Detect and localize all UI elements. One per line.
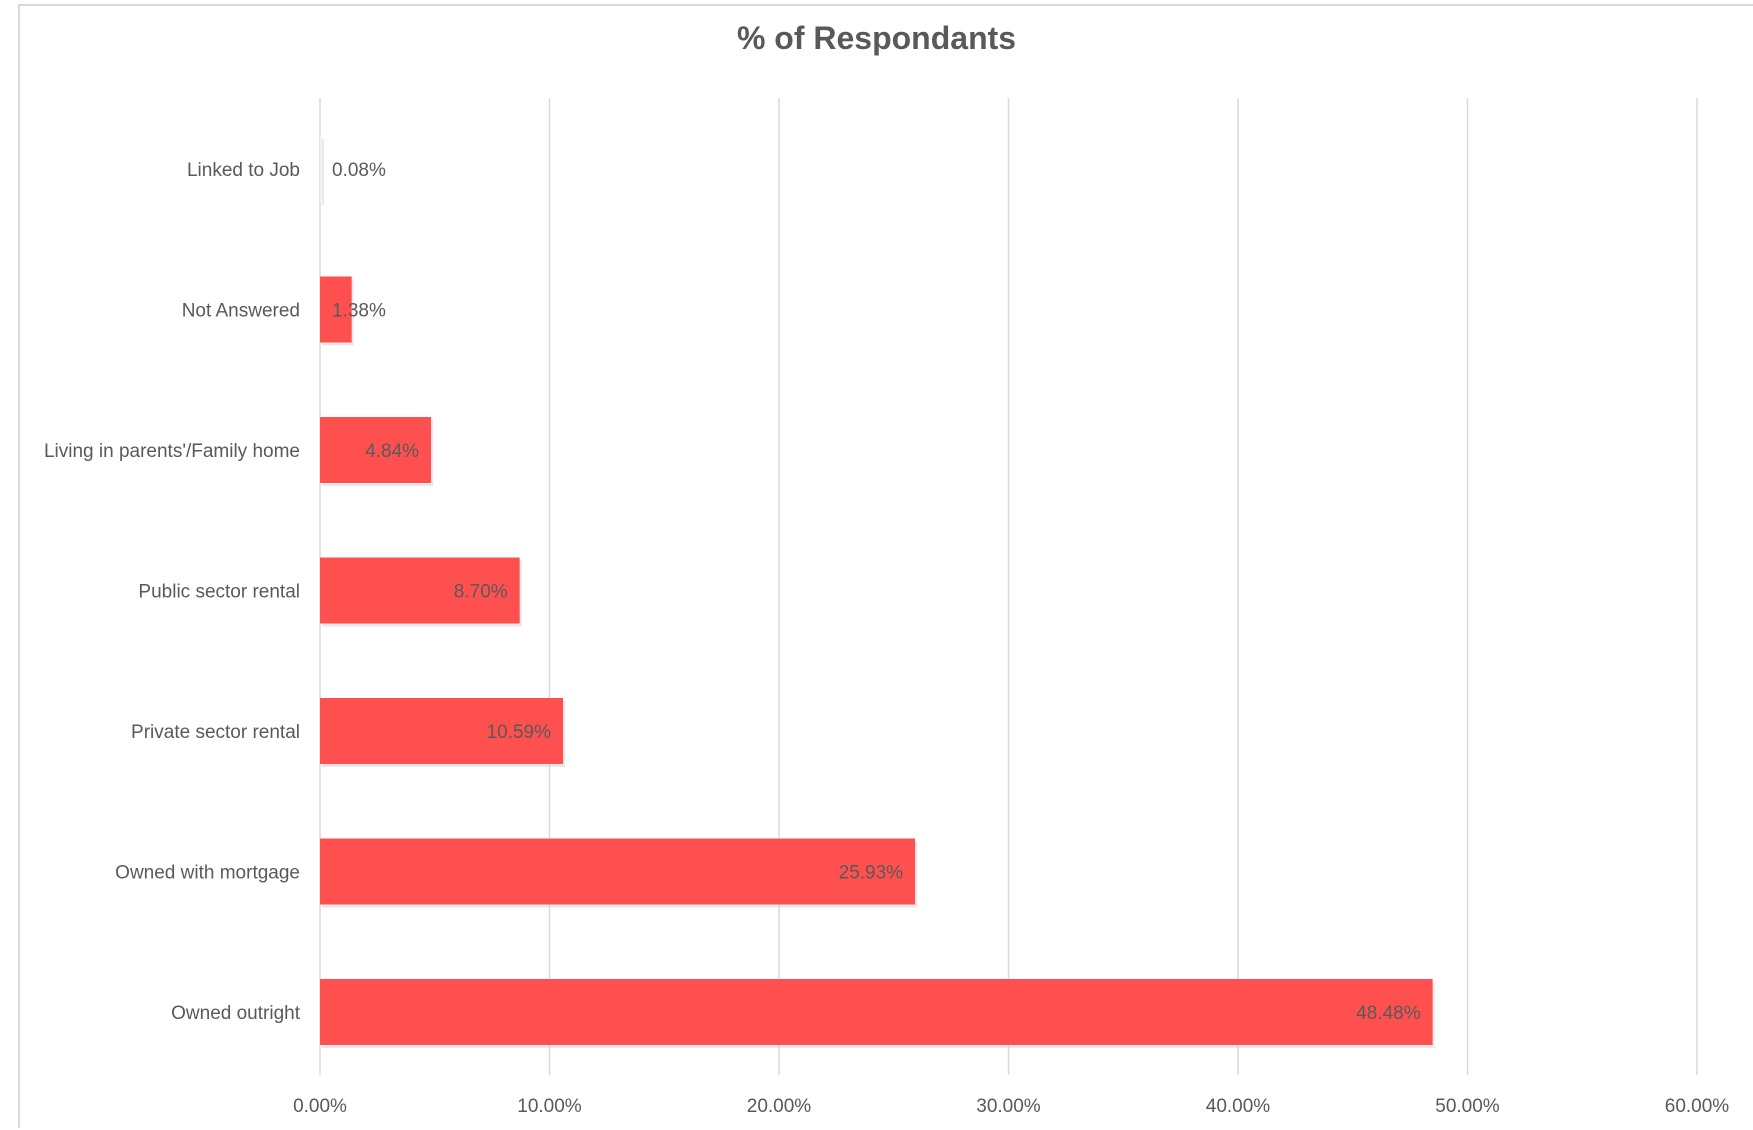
bar: [320, 276, 352, 343]
data-label: 8.70%: [454, 582, 508, 603]
x-tick-label: 60.00%: [1665, 1096, 1730, 1117]
category-label: Owned with mortgage: [115, 863, 300, 884]
category-label: Public sector rental: [138, 582, 300, 603]
category-label: Not Answered: [182, 301, 300, 322]
bar: [320, 417, 432, 483]
chart-area: [18, 4, 1753, 1128]
data-label: 4.84%: [365, 441, 419, 462]
data-label: 10.59%: [487, 722, 552, 743]
data-label: 48.48%: [1356, 1003, 1421, 1024]
x-tick-label: 50.00%: [1435, 1096, 1500, 1117]
category-label: Living in parents'/Family home: [44, 441, 300, 462]
bar: [320, 698, 564, 764]
bar-shadow: [322, 139, 324, 205]
data-label: 25.93%: [839, 863, 904, 884]
x-tick-label: 30.00%: [976, 1096, 1041, 1117]
chart-title: % of Respondants: [736, 20, 1017, 56]
bar: [320, 838, 916, 905]
x-tick-label: 40.00%: [1206, 1096, 1271, 1117]
x-tick-label: 10.00%: [517, 1096, 582, 1117]
bar: [320, 979, 1433, 1045]
data-label: 0.08%: [332, 160, 386, 181]
bar: [320, 557, 520, 624]
category-label: Owned outright: [171, 1003, 301, 1024]
category-label: Private sector rental: [131, 722, 300, 743]
x-tick-label: 0.00%: [293, 1096, 347, 1117]
bar: [320, 136, 322, 202]
category-label: Linked to Job: [187, 160, 300, 181]
x-tick-label: 20.00%: [747, 1096, 812, 1117]
data-label: 1.38%: [332, 301, 386, 322]
